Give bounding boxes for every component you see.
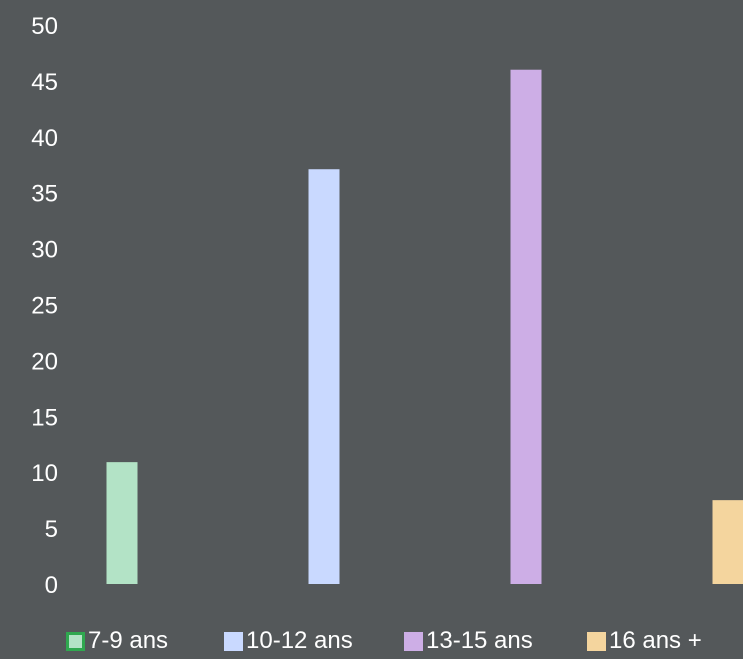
- legend-label-13-15: 13-15 ans: [426, 627, 533, 654]
- y-tick-label: 20: [31, 348, 58, 375]
- bars: [106, 69, 743, 585]
- y-tick-label: 50: [31, 13, 58, 40]
- legend-swatch-16-plus: [587, 631, 606, 651]
- legend-item-7-9[interactable]: 7-9 ans: [66, 626, 168, 656]
- bar-10-12-ans[interactable]: [308, 169, 340, 585]
- legend-item-16-plus[interactable]: 16 ans +: [587, 626, 702, 656]
- y-tick-label: 15: [31, 404, 58, 431]
- bar-7-9-ans[interactable]: [106, 462, 138, 584]
- legend-label-7-9: 7-9 ans: [88, 627, 169, 654]
- y-tick-label: 10: [31, 460, 58, 487]
- y-tick-label: 40: [31, 125, 58, 152]
- y-tick-label: 45: [31, 69, 58, 96]
- chart-legend: 7-9 ans 10-12 ans 13-15 ans 16 ans +: [0, 626, 743, 656]
- y-tick-label: 30: [31, 237, 58, 264]
- legend-item-13-15[interactable]: 13-15 ans: [404, 626, 533, 656]
- y-axis: 0 5 10 15 20 25 30 35 40 45 50: [31, 13, 58, 599]
- bar-13-15-ans[interactable]: [510, 69, 542, 585]
- y-tick-label: 0: [45, 572, 58, 599]
- legend-swatch-7-9: [66, 631, 85, 651]
- legend-label-10-12: 10-12 ans: [246, 627, 353, 654]
- legend-swatch-13-15: [404, 631, 423, 651]
- legend-swatch-10-12: [224, 631, 243, 651]
- y-tick-label: 5: [45, 516, 58, 543]
- legend-item-10-12[interactable]: 10-12 ans: [224, 626, 353, 656]
- y-tick-label: 25: [31, 293, 58, 320]
- y-tick-label: 35: [31, 181, 58, 208]
- legend-label-16-plus: 16 ans +: [609, 627, 702, 654]
- bar-16-ans[interactable]: [712, 500, 743, 584]
